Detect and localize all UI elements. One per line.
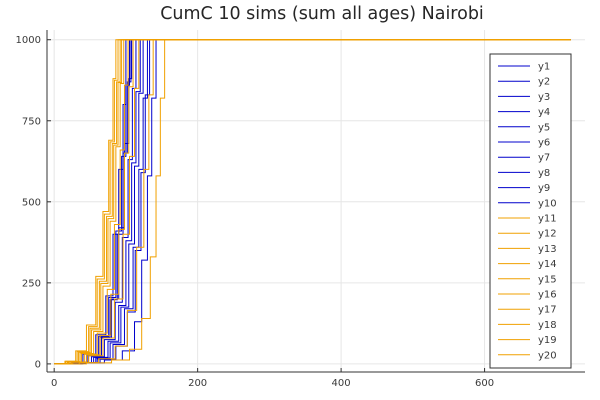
legend-label: y15 [538, 274, 557, 285]
x-tick-label: 200 [188, 378, 207, 389]
legend-label: y13 [538, 244, 557, 255]
legend: y1 y2 y3 y4 y5 y6 y7 y8 y9 y10 y11 y12 y13 y14 y15 y16 y… [489, 53, 572, 369]
y-tick-label: 750 [22, 116, 41, 127]
x-tick-label: 400 [332, 378, 351, 389]
legend-label: y17 [538, 305, 557, 316]
series-line-y17 [54, 39, 571, 365]
series-line-y18 [54, 39, 571, 365]
legend-label: y1 [538, 62, 550, 73]
legend-label: y11 [538, 214, 557, 225]
y-tick-label: 1000 [16, 35, 41, 46]
legend-label: y4 [538, 107, 550, 118]
legend-label: y5 [538, 122, 550, 133]
legend-label: y16 [538, 290, 557, 301]
legend-label: y7 [538, 153, 550, 164]
legend-label: y12 [538, 229, 557, 240]
legend-box [489, 53, 572, 369]
chart-title: CumC 10 sims (sum all ages) Nairobi [160, 4, 484, 24]
y-tick-label: 500 [22, 197, 41, 208]
legend-label: y2 [538, 77, 550, 88]
x-tick-label: 600 [475, 378, 494, 389]
axes: 0 200 400 600 0 250 500 750 1000 [16, 30, 585, 389]
y-tick-label: 0 [35, 359, 41, 370]
series-line-y20 [54, 39, 571, 365]
legend-label: y3 [538, 92, 550, 103]
legend-label: y20 [538, 350, 557, 361]
x-tick-label: 0 [51, 378, 57, 389]
series-group [54, 39, 571, 365]
legend-label: y19 [538, 335, 557, 346]
legend-label: y6 [538, 138, 550, 149]
legend-label: y14 [538, 259, 557, 270]
y-tick-label: 250 [22, 278, 41, 289]
legend-label: y18 [538, 320, 557, 331]
legend-label: y10 [538, 198, 557, 209]
series-line-y1 [54, 39, 571, 365]
legend-label: y8 [538, 168, 550, 179]
legend-label: y9 [538, 183, 550, 194]
